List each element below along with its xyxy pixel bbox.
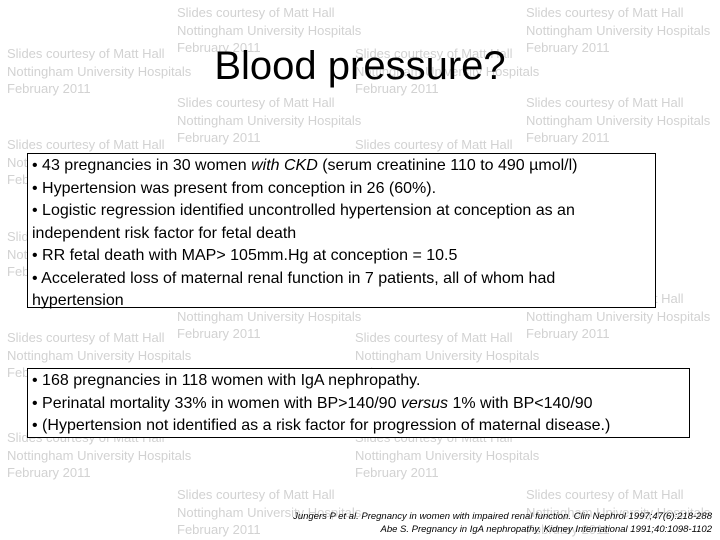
bullet-line: • 168 pregnancies in 118 women with IgA … [32, 372, 421, 389]
slide-title: Blood pressure? [214, 44, 506, 88]
watermark: Slides courtesy of Matt Hall Nottingham … [526, 487, 711, 537]
watermark: Slides courtesy of Matt Hall Nottingham … [7, 330, 192, 380]
watermark: Slides courtesy of Matt Hall Nottingham … [177, 95, 362, 145]
watermark: Slides courtesy of Matt Hall Nottingham … [526, 5, 711, 55]
bullet-line: • Accelerated loss of maternal renal fun… [32, 269, 556, 287]
watermark: Slides courtesy of Matt Hall Nottingham … [7, 46, 192, 96]
bullet-line: • Perinatal mortality 33% in women with … [32, 394, 593, 412]
ckd-study-box: • 43 pregnancies in 30 women with CKD (s… [27, 153, 656, 309]
bullet-line: • Logistic regression identified uncontr… [32, 202, 575, 219]
watermark: Slides courtesy of Matt Hall Nottingham … [177, 487, 362, 537]
bullet-line-continuation: hypertension [32, 292, 124, 309]
watermark: Slides courtesy of Matt Hall Nottingham … [355, 46, 540, 96]
watermark: Slides courtesy of Matt Hall Nottingham … [526, 95, 711, 145]
bullet-line: • 43 pregnancies in 30 women with CKD (s… [32, 157, 578, 174]
watermark: Slides courtesy of Matt Hall Nottingham … [177, 5, 362, 55]
references: Jungers P et al. Pregnancy in women with… [293, 510, 712, 536]
bullet-line: • Hypertension was present from concepti… [32, 179, 437, 197]
iga-study-box: • 168 pregnancies in 118 women with IgA … [27, 368, 690, 438]
bullet-line-continuation: independent risk factor for fetal death [32, 224, 297, 242]
reference-item: Abe S. Pregnancy in IgA nephropathy. Kid… [380, 524, 712, 535]
bullet-line: • RR fetal death with MAP> 105mm.Hg at c… [32, 247, 458, 264]
bullet-line: • (Hypertension not identified as a risk… [32, 417, 611, 434]
reference-item: Jungers P et al. Pregnancy in women with… [293, 511, 712, 522]
